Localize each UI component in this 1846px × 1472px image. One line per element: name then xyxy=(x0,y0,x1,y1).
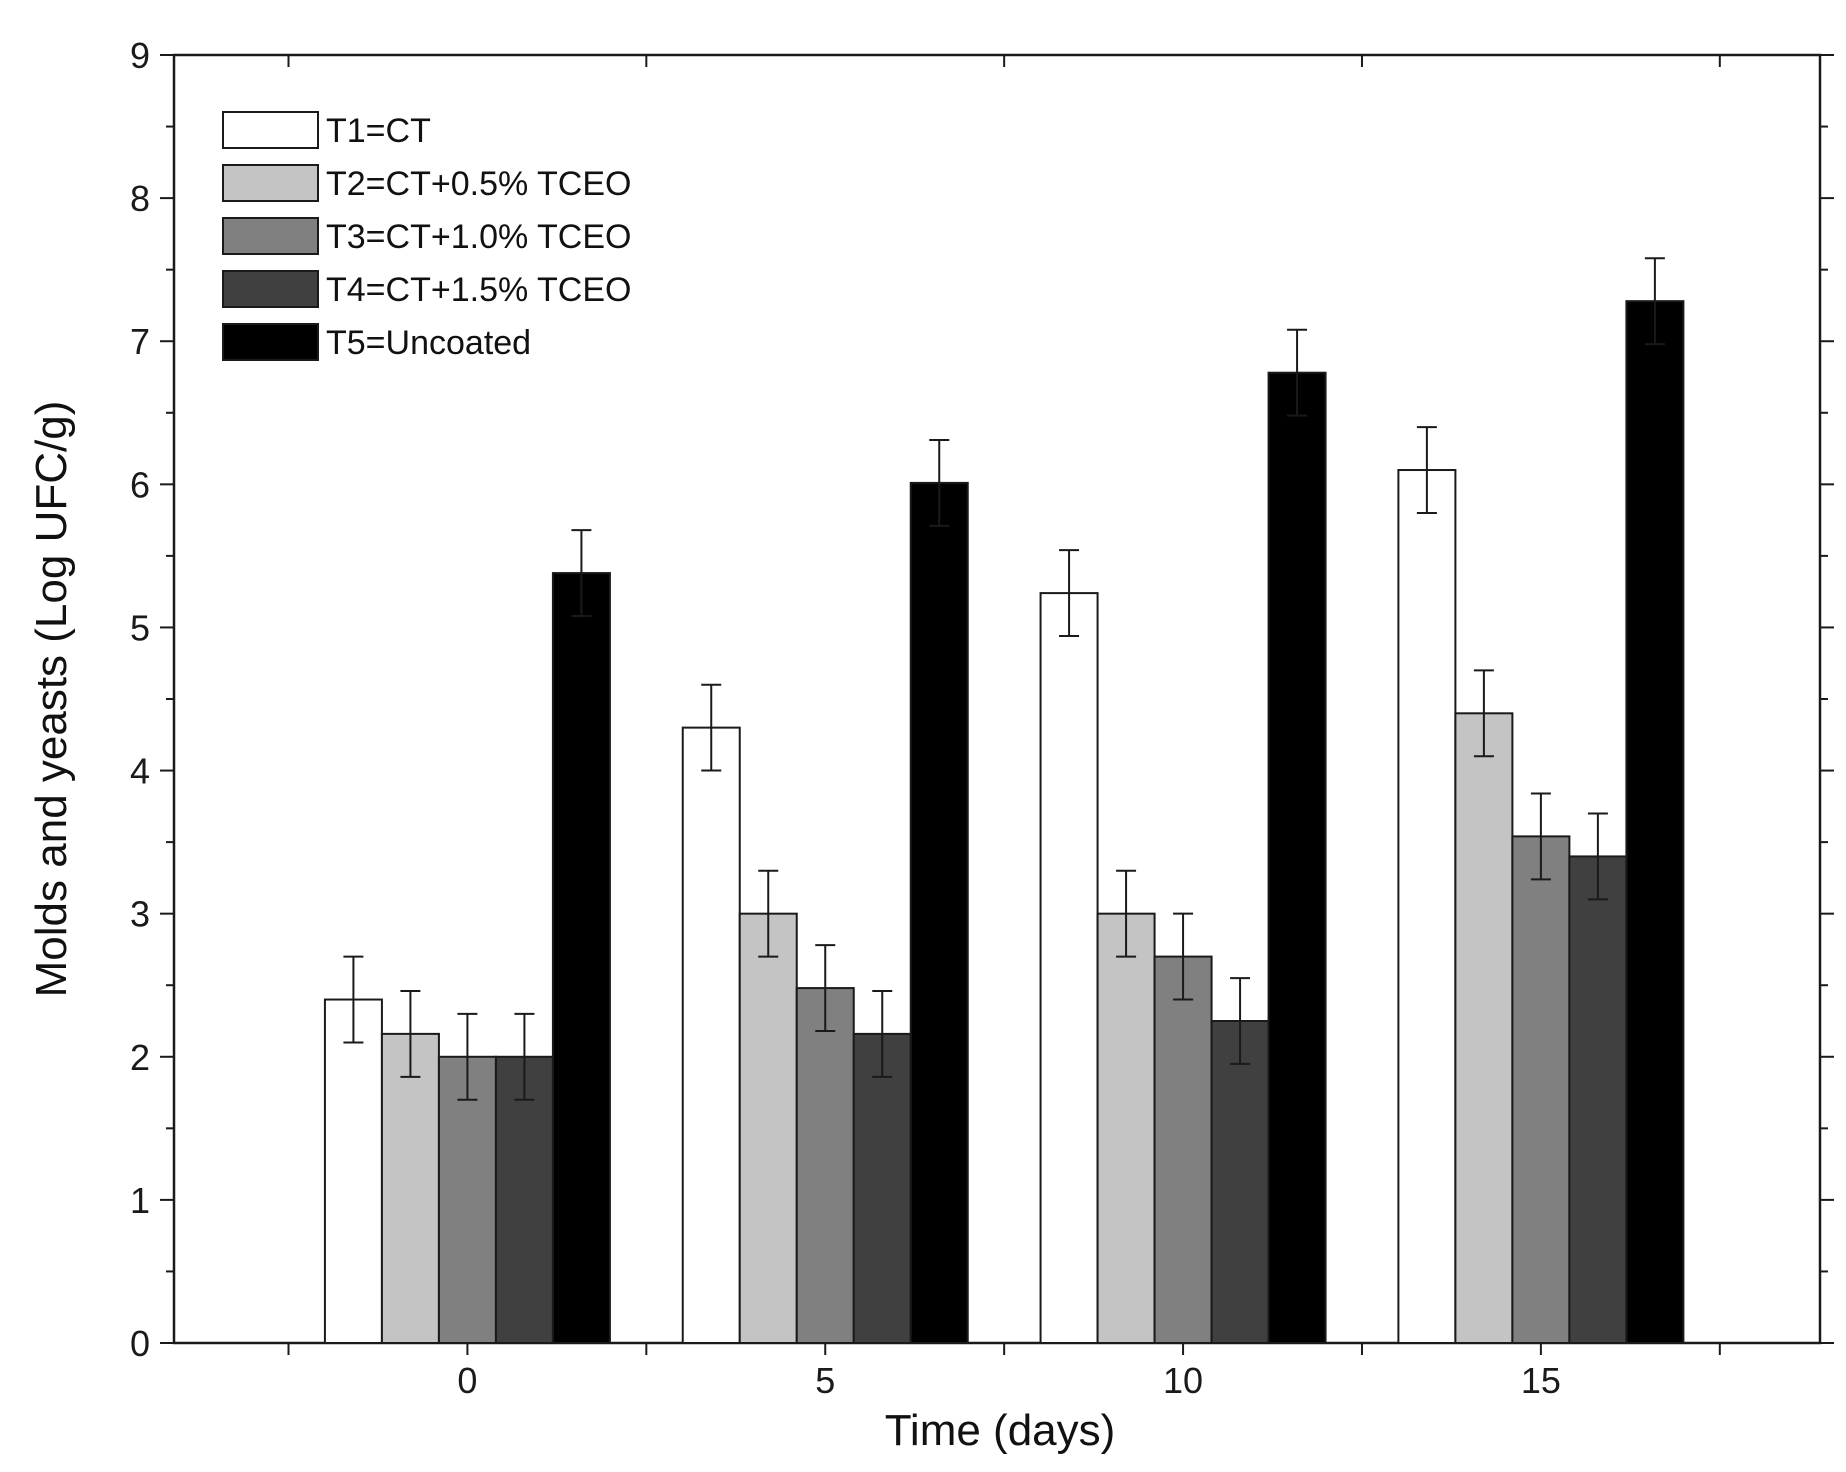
error-bar-t2-day-0 xyxy=(400,989,421,1078)
bar-t3-day-5 xyxy=(795,987,855,1345)
error-bar-t3-day-10 xyxy=(1173,912,1194,1001)
bar-t1-day-0 xyxy=(323,998,383,1344)
legend-item-t4: T4=CT+1.5% TCEO xyxy=(222,270,632,309)
legend-swatch xyxy=(222,164,319,202)
legend-swatch xyxy=(222,323,319,361)
x-tick-label: 10 xyxy=(1163,1360,1203,1401)
bar-t1-day-15 xyxy=(1397,469,1457,1344)
bar-t2-day-15 xyxy=(1454,712,1514,1344)
y-tick-label: 7 xyxy=(130,321,150,362)
legend-item-t3: T3=CT+1.0% TCEO xyxy=(222,217,632,256)
y-tick-label: 9 xyxy=(130,35,150,76)
legend-item-t2: T2=CT+0.5% TCEO xyxy=(222,164,632,203)
y-tick-label: 4 xyxy=(130,751,150,792)
y-tick-label: 2 xyxy=(130,1037,150,1078)
error-bar-t2-day-15 xyxy=(1473,669,1494,758)
legend-swatch xyxy=(222,111,319,149)
ticks-layer: 0 1 2 3 4 5 6 7 8 9 0 5 10 15 xyxy=(130,35,1834,1401)
bar-t1-day-5 xyxy=(681,726,741,1344)
error-bar-t3-day-15 xyxy=(1530,792,1551,881)
legend: T1=CT T2=CT+0.5% TCEO T3=CT+1.0% TCEO T4=CT… xyxy=(222,111,632,362)
error-bar-t1-day-5 xyxy=(701,683,722,772)
bar-t2-day-5 xyxy=(738,912,798,1345)
bar-t3-day-10 xyxy=(1153,955,1213,1344)
legend-item-t5: T5=Uncoated xyxy=(222,323,531,362)
bar-t4-day-5 xyxy=(852,1032,912,1344)
bar-t1-day-10 xyxy=(1039,592,1099,1344)
bar-t4-day-15 xyxy=(1568,855,1628,1345)
y-tick-label: 8 xyxy=(130,178,150,219)
error-bar-t2-day-10 xyxy=(1116,869,1137,958)
error-bar-t3-day-5 xyxy=(815,944,836,1033)
bar-t5-day-10 xyxy=(1267,371,1327,1344)
y-tick-label: 5 xyxy=(130,607,150,648)
x-tick-label: 5 xyxy=(815,1360,835,1401)
error-bar-t1-day-10 xyxy=(1059,549,1080,638)
error-bar-t5-day-10 xyxy=(1287,328,1308,417)
legend-label: T3=CT+1.0% TCEO xyxy=(326,218,632,256)
bar-t5-day-0 xyxy=(551,572,611,1344)
error-bar-t4-day-0 xyxy=(514,1012,535,1101)
bar-t5-day-15 xyxy=(1625,300,1685,1344)
bars-layer xyxy=(323,257,1685,1345)
bar-t2-day-0 xyxy=(380,1032,440,1344)
legend-item-t1: T1=CT xyxy=(222,111,431,150)
error-bar-t4-day-5 xyxy=(872,989,893,1078)
legend-label: T4=CT+1.5% TCEO xyxy=(326,271,632,309)
error-bar-t5-day-0 xyxy=(571,529,592,617)
error-bar-t2-day-5 xyxy=(758,869,779,958)
x-axis-title: Time (days) xyxy=(885,1406,1116,1455)
y-tick-label: 1 xyxy=(130,1180,150,1221)
error-bar-t4-day-10 xyxy=(1230,977,1251,1065)
legend-label: T1=CT xyxy=(326,112,431,150)
legend-swatch xyxy=(222,270,319,308)
legend-label: T5=Uncoated xyxy=(326,324,531,362)
error-bar-t1-day-15 xyxy=(1416,426,1437,514)
bar-t2-day-10 xyxy=(1096,912,1156,1345)
y-tick-label: 3 xyxy=(130,894,150,935)
legend-swatch xyxy=(222,217,319,255)
error-bar-t5-day-15 xyxy=(1644,257,1665,346)
y-tick-label: 0 xyxy=(130,1323,150,1364)
error-bar-t1-day-0 xyxy=(343,955,364,1044)
bar-t4-day-10 xyxy=(1210,1020,1270,1344)
error-bar-t4-day-15 xyxy=(1587,812,1608,901)
bar-t3-day-15 xyxy=(1511,835,1571,1344)
bar-t5-day-5 xyxy=(909,481,969,1344)
error-bar-t3-day-0 xyxy=(457,1012,478,1101)
x-tick-label: 15 xyxy=(1521,1360,1561,1401)
error-bar-t5-day-5 xyxy=(929,438,950,527)
x-tick-label: 0 xyxy=(457,1360,477,1401)
y-axis-title: Molds and yeasts (Log UFC/g) xyxy=(27,401,76,998)
y-tick-label: 6 xyxy=(130,464,150,505)
legend-label: T2=CT+0.5% TCEO xyxy=(326,165,632,203)
